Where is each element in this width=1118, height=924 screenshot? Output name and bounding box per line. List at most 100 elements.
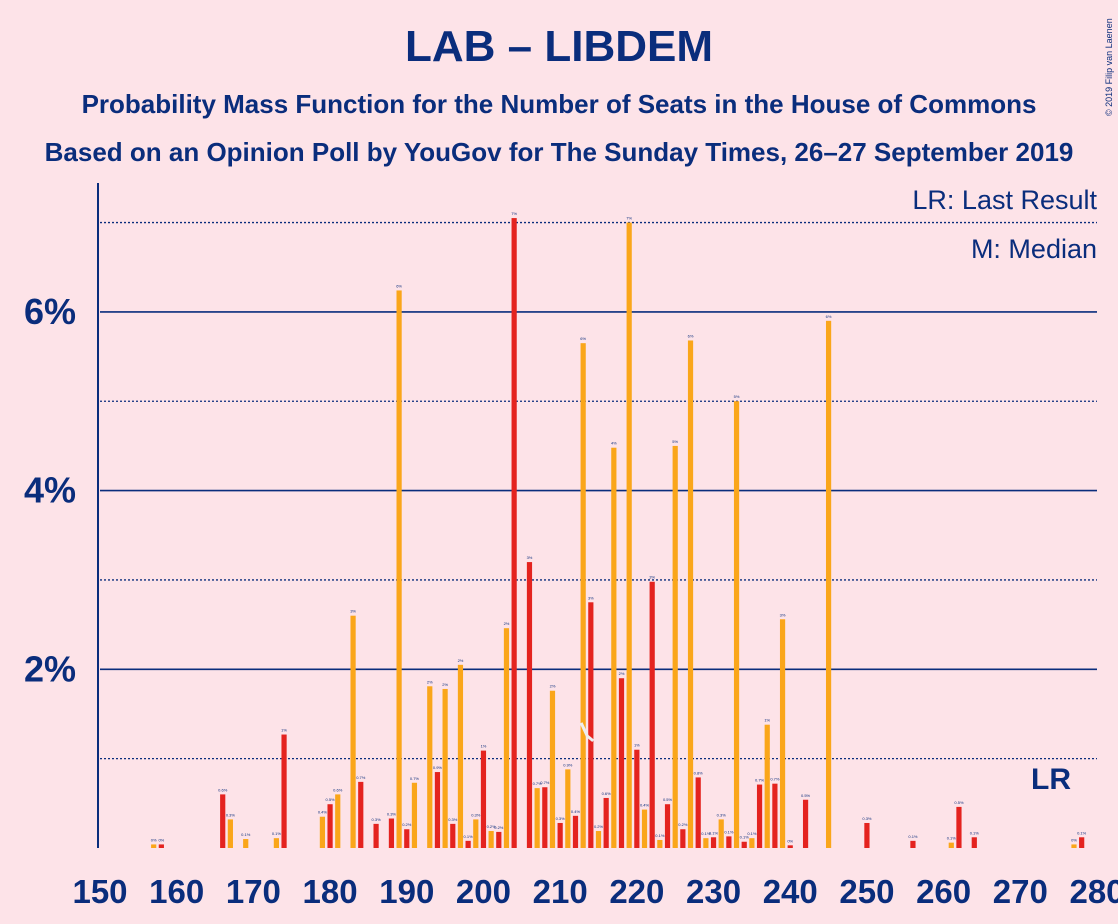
legend-last-result: LR: Last Result (912, 185, 1097, 215)
bar (496, 831, 502, 848)
bar-value-label: 6% (396, 283, 402, 288)
bar (618, 678, 625, 848)
bar-value-label: 5% (672, 439, 678, 444)
bar (741, 841, 747, 848)
bar-value-label: 2% (442, 682, 448, 687)
bar (634, 749, 640, 848)
bar-value-label: 7% (626, 216, 632, 221)
bar (825, 320, 832, 848)
bar (511, 218, 517, 848)
bar-value-label: 2% (427, 679, 433, 684)
bar (718, 819, 724, 848)
bar-value-label: 0.5% (954, 800, 964, 805)
bar-value-label: 0.8% (694, 770, 704, 775)
x-tick-label: 200 (456, 873, 511, 910)
bar (243, 839, 249, 848)
bar (319, 816, 326, 848)
bar-value-label: 5% (734, 394, 740, 399)
bar-value-label: 0.4% (571, 809, 581, 814)
x-tick-label: 220 (609, 873, 664, 910)
bar (335, 794, 341, 848)
bar (480, 750, 487, 848)
bar (726, 836, 732, 848)
x-tick-label: 260 (916, 873, 971, 910)
bar-value-label: 0.7% (755, 778, 765, 783)
bar (434, 772, 441, 848)
bar-value-label: 7% (511, 211, 517, 216)
bar (588, 602, 594, 848)
bar-value-label: 0.1% (1077, 830, 1087, 835)
bar-value-label: 0.4% (640, 803, 650, 808)
chart-title: LAB – LIBDEM (405, 22, 713, 71)
bar (442, 688, 448, 848)
bar (864, 822, 870, 848)
bar (227, 819, 233, 848)
bar (956, 806, 962, 848)
bar-value-label: 3% (588, 595, 594, 600)
bar-value-label: 0.7% (356, 775, 366, 780)
x-tick-label: 170 (226, 873, 281, 910)
bar-value-label: 0.2% (494, 825, 504, 830)
y-tick-label: 2% (24, 648, 76, 689)
bar (411, 782, 418, 848)
bar (358, 781, 364, 848)
bar-value-label: 0.1% (740, 835, 750, 840)
bar (664, 804, 671, 848)
bar (971, 837, 977, 848)
x-tick-label: 230 (686, 873, 741, 910)
bar (488, 831, 494, 848)
bar (350, 615, 356, 848)
chart-source: Based on an Opinion Poll by YouGov for T… (44, 137, 1074, 167)
bar-value-label: 0.6% (218, 787, 228, 792)
bar (457, 664, 464, 848)
bar (657, 839, 663, 848)
bar (779, 619, 786, 848)
bar-value-label: 2% (619, 671, 625, 676)
bar (534, 788, 540, 848)
x-tick-label: 270 (993, 873, 1048, 910)
bar (503, 628, 510, 848)
bar-value-label: 0.7% (410, 776, 420, 781)
last-result-marker: LR (1031, 763, 1071, 796)
bar (404, 829, 410, 848)
bar (327, 804, 333, 848)
bar (733, 401, 740, 848)
bar (158, 844, 164, 848)
bar-value-label: 0.9% (563, 762, 573, 767)
bar (772, 783, 778, 848)
bar-value-label: 0.2% (487, 824, 497, 829)
bar (526, 562, 533, 848)
bar (764, 724, 770, 848)
bar-value-label: 0.1% (241, 832, 251, 837)
bar (710, 837, 717, 848)
bar-value-label: 0.1% (947, 836, 957, 841)
bar-value-label: 0.1% (908, 834, 918, 839)
y-tick-label: 4% (24, 470, 76, 511)
bar-value-label: 0.3% (387, 812, 397, 817)
bar (695, 777, 701, 848)
bar-value-label: 1% (764, 718, 770, 723)
bar (373, 823, 379, 848)
bar-value-label: 0.1% (970, 830, 980, 835)
bar (611, 447, 617, 848)
bar-value-label: 0.1% (724, 829, 734, 834)
bar-value-label: 1% (634, 743, 640, 748)
bar (626, 222, 632, 848)
bar-value-label: 3% (780, 612, 786, 617)
median-marker (579, 722, 595, 742)
bar (787, 845, 793, 848)
bar-value-label: 0.1% (747, 831, 757, 836)
bar (1079, 837, 1085, 848)
x-tick-label: 280 (1069, 873, 1118, 910)
bar-value-label: 3% (527, 555, 533, 560)
bar (557, 822, 563, 848)
chart-subtitle: Probability Mass Function for the Number… (81, 89, 1037, 119)
bar-value-label: 0% (1071, 837, 1077, 842)
bar (948, 842, 954, 848)
bar (603, 797, 609, 848)
bar-value-label: 0.3% (862, 816, 872, 821)
x-tick-label: 180 (303, 873, 358, 910)
bar-value-label: 0% (158, 837, 164, 842)
bar (388, 818, 395, 848)
